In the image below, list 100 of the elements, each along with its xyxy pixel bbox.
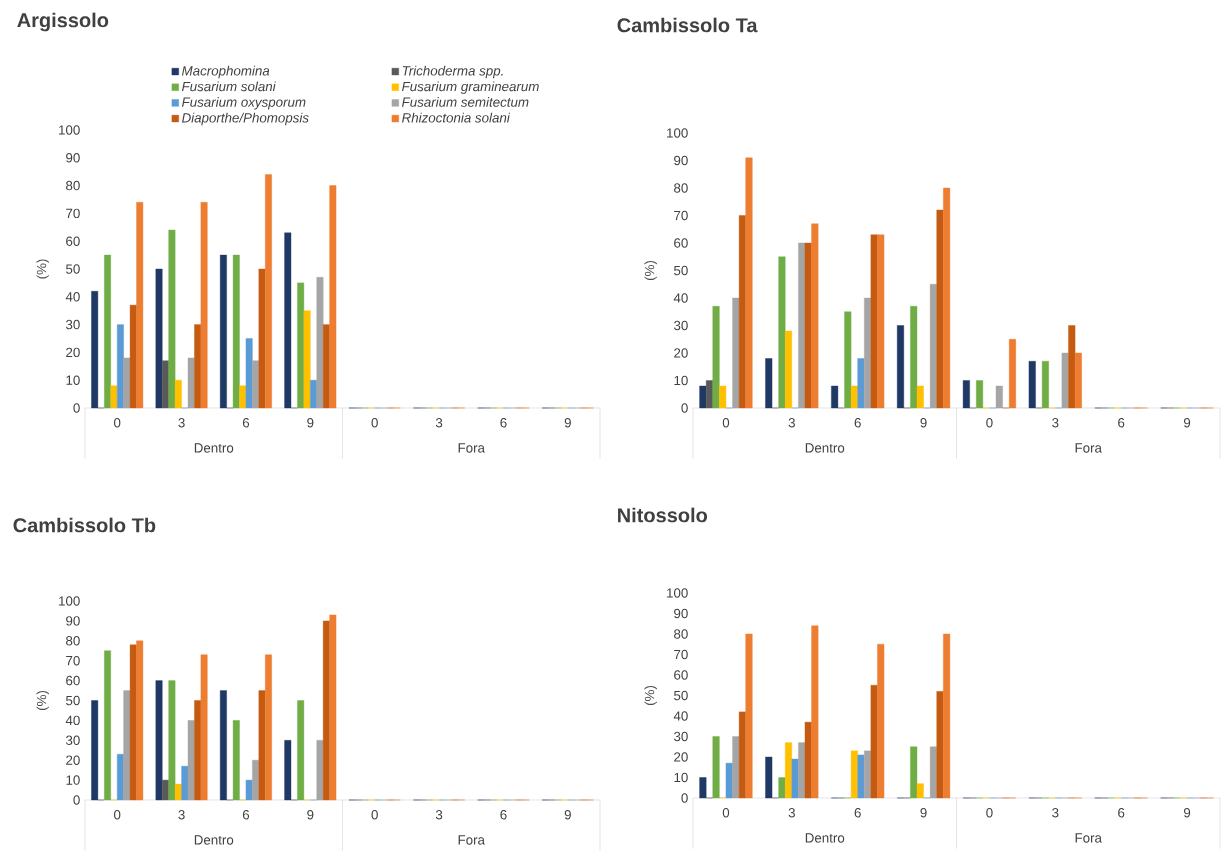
bar bbox=[765, 358, 773, 409]
bar bbox=[219, 690, 227, 801]
y-axis-title: (%) bbox=[644, 260, 657, 281]
bar bbox=[877, 644, 885, 799]
legend-label: Fusarium solani bbox=[181, 81, 276, 92]
x-tick-label: 0 bbox=[114, 810, 121, 820]
bar bbox=[857, 358, 865, 409]
y-tick-label: 80 bbox=[66, 636, 80, 646]
y-tick-label: 40 bbox=[65, 292, 80, 302]
y-tick-label: 0 bbox=[681, 403, 688, 413]
bar bbox=[699, 777, 707, 799]
x-tick-label: 0 bbox=[722, 418, 730, 428]
bar bbox=[245, 338, 253, 409]
bar bbox=[117, 754, 124, 801]
legend-label: Rhizoctonia solani bbox=[402, 112, 511, 123]
x-tick-label: 9 bbox=[564, 418, 571, 428]
bar bbox=[239, 385, 247, 409]
bar bbox=[187, 357, 195, 409]
x-tick-label: 6 bbox=[242, 810, 250, 820]
bar bbox=[831, 385, 839, 409]
text: Dentro bbox=[194, 835, 234, 845]
x-tick-label: 9 bbox=[1183, 418, 1191, 428]
y-tick-label: 50 bbox=[66, 695, 80, 706]
bar bbox=[129, 644, 137, 801]
bar bbox=[155, 268, 163, 409]
y-tick-label: 100 bbox=[667, 588, 688, 598]
bar bbox=[897, 325, 904, 409]
y-tick-label: 10 bbox=[674, 375, 688, 386]
x-tick-label: 6 bbox=[500, 810, 507, 820]
y-tick-label: 20 bbox=[674, 348, 688, 358]
bar bbox=[168, 680, 176, 801]
bar bbox=[738, 215, 746, 409]
bar bbox=[104, 254, 111, 409]
bar bbox=[265, 174, 272, 409]
legend-label: Fusarium semitectum bbox=[402, 97, 529, 107]
bar bbox=[162, 779, 169, 801]
chart-title: Nitossolo bbox=[618, 507, 708, 523]
legend-label: Fusarium oxysporum bbox=[181, 97, 306, 110]
y-tick-label: 30 bbox=[65, 735, 80, 745]
bar bbox=[850, 750, 858, 799]
y-tick-label: 20 bbox=[66, 755, 80, 765]
bar bbox=[162, 360, 169, 409]
bar bbox=[936, 691, 944, 799]
x-tick-label: 0 bbox=[114, 418, 121, 428]
y-tick-label: 70 bbox=[674, 210, 688, 221]
bar bbox=[844, 311, 852, 409]
x-tick-label: 0 bbox=[722, 808, 730, 818]
chart-title: Cambissolo Tb bbox=[13, 517, 156, 533]
bar bbox=[725, 762, 733, 799]
x-tick-label: 0 bbox=[986, 808, 993, 818]
bar bbox=[916, 783, 924, 799]
bar bbox=[219, 254, 227, 409]
bar bbox=[284, 740, 292, 801]
y-tick-label: 50 bbox=[674, 690, 688, 701]
bar bbox=[765, 756, 773, 799]
bar bbox=[995, 385, 1003, 409]
bar bbox=[129, 304, 137, 409]
bar bbox=[258, 268, 266, 409]
text: Fora bbox=[458, 835, 485, 845]
y-axis-title: (%) bbox=[36, 259, 49, 279]
bar bbox=[265, 654, 272, 801]
y-tick-label: 40 bbox=[65, 715, 80, 726]
y-tick-label: 60 bbox=[66, 675, 80, 686]
bar bbox=[329, 185, 337, 409]
x-tick-label: 6 bbox=[242, 418, 250, 428]
bar bbox=[316, 277, 324, 409]
bar bbox=[804, 242, 812, 409]
bar bbox=[811, 625, 819, 799]
y-tick-label: 80 bbox=[66, 180, 80, 191]
y-tick-label: 0 bbox=[73, 403, 80, 413]
bar bbox=[329, 614, 337, 801]
x-tick-label: 3 bbox=[435, 418, 443, 428]
bar bbox=[168, 229, 176, 409]
x-tick-label: 3 bbox=[178, 418, 185, 428]
y-tick-label: 60 bbox=[66, 236, 80, 246]
bar bbox=[778, 777, 786, 799]
bar bbox=[870, 234, 878, 409]
y-tick-label: 60 bbox=[674, 238, 688, 248]
y-tick-label: 0 bbox=[73, 795, 80, 805]
y-axis-title: (%) bbox=[644, 685, 657, 706]
text: Fora bbox=[1075, 833, 1102, 843]
bar bbox=[310, 379, 317, 409]
y-tick-label: 90 bbox=[674, 155, 688, 166]
bar bbox=[1028, 361, 1036, 409]
bar bbox=[1009, 339, 1016, 409]
bar bbox=[929, 746, 937, 799]
bar bbox=[910, 746, 918, 799]
bar bbox=[791, 758, 799, 799]
bar bbox=[316, 740, 324, 801]
bar bbox=[200, 202, 208, 409]
bar bbox=[745, 633, 753, 799]
bar bbox=[284, 232, 292, 409]
bar bbox=[1061, 352, 1069, 409]
bar bbox=[91, 291, 99, 409]
y-tick-label: 90 bbox=[674, 608, 688, 619]
text: Dentro bbox=[805, 443, 845, 453]
bar bbox=[91, 700, 99, 801]
bar bbox=[943, 187, 951, 409]
y-tick-label: 10 bbox=[674, 772, 688, 783]
y-tick-label: 90 bbox=[66, 153, 80, 163]
